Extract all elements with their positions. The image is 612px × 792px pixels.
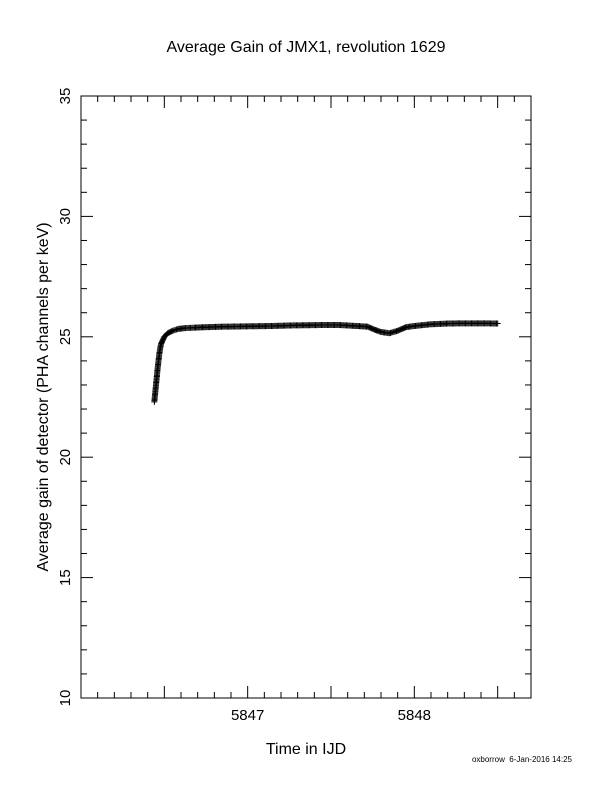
x-axis-label: Time in IJD xyxy=(266,741,346,758)
y-tick-label: 10 xyxy=(57,690,74,707)
y-tick-label: 30 xyxy=(57,208,74,225)
y-tick-label: 35 xyxy=(57,88,74,105)
y-tick-label: 25 xyxy=(57,328,74,345)
x-tick-label: 5847 xyxy=(231,707,264,724)
footer-credit: oxborrow 6-Jan-2016 14:25 xyxy=(471,755,572,764)
y-tick-label: 20 xyxy=(57,449,74,466)
x-tick-label: 5848 xyxy=(398,707,431,724)
data-point xyxy=(494,320,501,327)
plot-frame xyxy=(80,95,532,699)
data-points xyxy=(151,320,501,405)
axis-ticks xyxy=(80,95,532,699)
axis-tick-labels: 10 15 20 25 30 35 5847 5848 xyxy=(57,88,431,724)
y-axis-label: Average gain of detector (PHA channels p… xyxy=(35,222,52,571)
y-tick-label: 15 xyxy=(57,569,74,586)
chart-title: Average Gain of JMX1, revolution 1629 xyxy=(167,39,446,56)
